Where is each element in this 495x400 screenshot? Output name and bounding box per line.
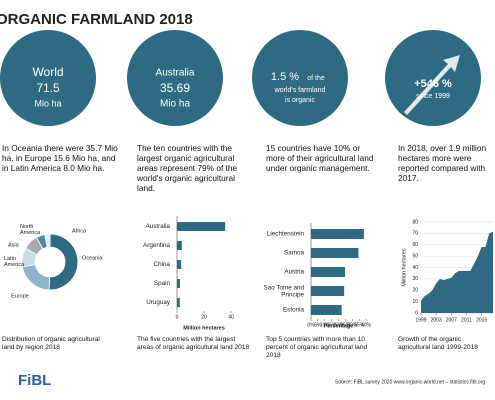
circle [252,30,348,126]
circle-text: Australia [156,68,195,79]
circle-text: 35.69 [160,81,190,95]
title: ORGANIC FARMLAND 2018 [0,11,193,28]
x-tick-label: 35% [354,322,365,328]
category-label: Sao Tome and Principe [264,284,305,298]
circle-text: is organic [285,97,315,104]
bar [177,241,182,250]
bar [311,248,359,258]
category-label: Uruguay [146,299,171,306]
y-tick-label: 70 [412,231,418,237]
y-tick-label: 60 [412,242,418,248]
arrow-icon [404,55,460,115]
y-tick-label: 30 [412,276,418,282]
x-tick-label: 25% [340,322,351,328]
circle-text: Mio ha [34,98,61,108]
circle [385,30,481,126]
caption: Distribution of organic agricultural lan… [2,336,100,351]
circle [0,30,96,126]
x-axis-label: Million hectares [183,325,225,331]
circle [127,30,223,126]
donut-segment [44,233,51,248]
category-label: Estonia [283,307,305,314]
x-tick-label: 2011 [461,317,472,323]
caption: Growth of the organic agricultural land … [398,336,478,351]
x-tick-label: 20 [201,314,207,320]
donut-segment [21,264,50,291]
x-tick-label: 40 [228,314,234,320]
bar [177,279,180,288]
circle-text: +546 % [414,78,452,90]
x-tick-label: 0 [176,314,179,320]
bar [311,229,364,239]
x-tick-label: 30% [347,322,358,328]
bar [311,305,342,315]
x-tick-label: 2003 [431,317,442,323]
circle-text: world's farmland [274,87,326,94]
y-axis-label: Million hectares [401,248,407,286]
x-tick-label: 2007 [446,317,457,323]
category-label: Spain [154,280,171,287]
x-tick-label: 40% [361,322,372,328]
paragraph: 15 countries have 10% or more of their a… [266,143,374,173]
x-tick-label: 1999 [415,317,426,323]
y-tick-label: 40 [412,265,418,271]
category-label: Samoa [284,250,304,257]
circle-text: Mio ha [160,99,190,110]
category-label: Argentina [143,242,170,249]
source: Source: FiBL survey 2020 www.organic-wor… [335,379,485,385]
segment-label: Latin America [4,256,25,268]
circle-text: 71.5 [36,81,60,95]
y-tick-label: 80 [412,219,418,225]
x-tick-label: 20% [333,322,344,328]
x-tick-label: 0% [307,322,315,328]
circle-text: World [32,65,63,79]
bar [311,267,345,277]
x-axis-label: Percentage [324,323,354,329]
paragraph: In 2018, over 1.9 million hectares more … [398,143,487,183]
bar [311,286,345,296]
y-tick-label: 20 [412,288,418,294]
x-tick-label: 10% [320,322,331,328]
area [421,231,493,313]
y-tick-label: 10 [412,299,418,305]
logo: FiBL [18,372,51,389]
caption: The five countries with the largest area… [137,336,250,351]
segment-label: North America [20,224,41,236]
segment-label: Europe [11,293,29,299]
circle-text: 1.5 % [271,71,299,83]
segment-label: Oceania [82,255,103,261]
paragraph: The ten countries with the largest organ… [137,143,238,193]
bar [177,260,182,269]
y-tick-label: 0 [415,310,418,316]
donut-segment [48,233,79,291]
circle-text: of the [307,75,325,82]
category-label: Australia [146,223,171,230]
category-label: China [154,261,171,268]
y-tick-label: 50 [412,253,418,259]
bar [177,298,180,307]
x-tick-label: 2015 [476,317,487,323]
circle-text: since 1999 [416,93,450,100]
segment-label: Africa [72,228,87,234]
paragraph: In Oceania there were 35.7 Mio ha, in Eu… [2,143,118,173]
category-label: Austria [284,269,304,276]
caption: Top 5 countries with more than 10 percen… [266,336,368,359]
category-label: Liechtenstein [267,231,305,238]
bar [177,222,226,231]
segment-label: Asia [8,242,20,248]
x-tick-label: 5% [314,322,322,328]
x-tick-label: 15% [327,322,338,328]
